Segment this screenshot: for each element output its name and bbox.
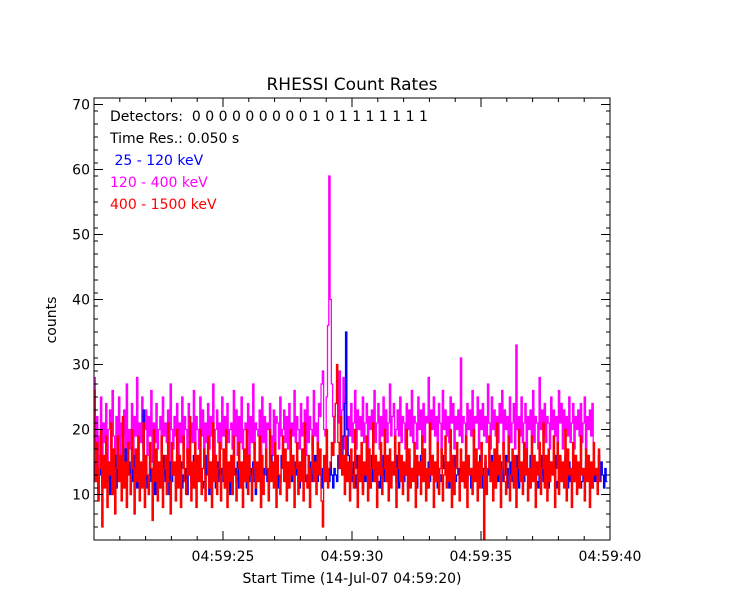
y-axis-label: counts [44, 297, 60, 344]
y-tick-label: 70 [72, 98, 90, 114]
y-tick-label: 10 [72, 488, 90, 504]
time-res-annotation: Time Res.: 0.050 s [109, 131, 239, 147]
legend-series-400-1500: 400 - 1500 keV [110, 197, 217, 213]
plot-frame [93, 97, 611, 541]
x-axis-label: Start Time (14-Jul-07 04:59:20) [242, 571, 461, 587]
tick-layer: 10 20 30 40 50 60 70 04:59:25 04:59:30 04:59:35 04… [72, 97, 642, 565]
series-400-1500-kev [94, 363, 601, 540]
detectors-annotation: Detectors: 0 0 0 0 0 0 0 0 0 1 0 1 1 1 1… [110, 109, 428, 125]
x-tick-label: 04:59:35 [450, 549, 513, 565]
x-tick-label: 04:59:40 [579, 549, 642, 565]
y-tick-label: 60 [72, 163, 90, 179]
x-tick-label: 04:59:30 [321, 549, 384, 565]
y-tick-label: 40 [72, 293, 90, 309]
chart-title: RHESSI Count Rates [266, 75, 437, 95]
series-layer [94, 175, 608, 540]
y-tick-label: 30 [72, 358, 90, 374]
y-tick-label: 50 [72, 228, 90, 244]
y-tick-label: 20 [72, 423, 90, 439]
legend-series-25-120: 25 - 120 keV [110, 153, 204, 169]
legend-series-120-400: 120 - 400 keV [110, 175, 208, 191]
x-tick-label: 04:59:25 [192, 549, 255, 565]
